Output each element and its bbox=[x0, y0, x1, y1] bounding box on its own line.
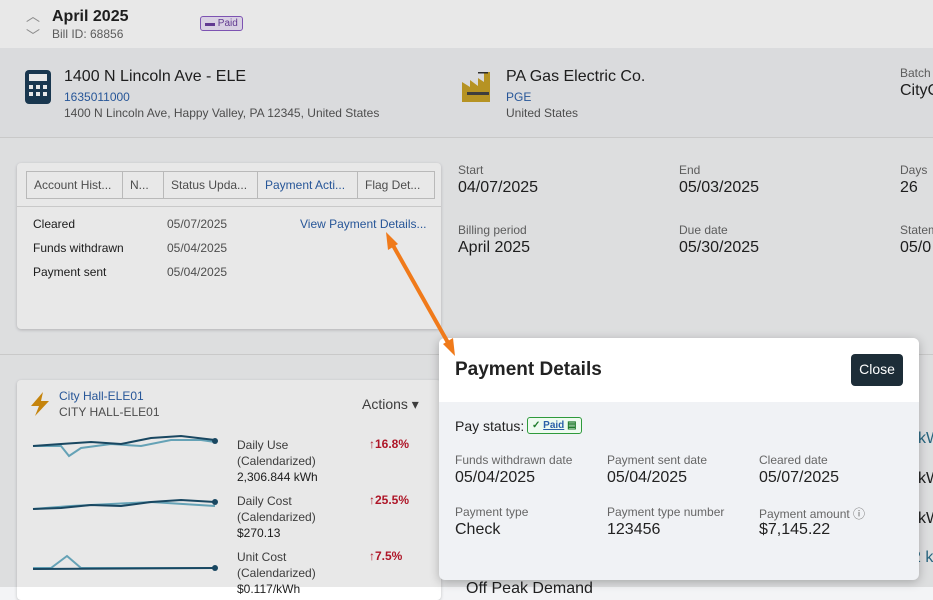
tab[interactable]: Flag Det... bbox=[365, 178, 421, 192]
change-text: 7.5% bbox=[375, 549, 403, 563]
tab[interactable]: Payment Acti... bbox=[258, 172, 358, 198]
field-value: $7,145.22 bbox=[759, 521, 831, 538]
metric-value: 2,306.844 kWh bbox=[237, 470, 318, 484]
close-button[interactable]: Close bbox=[851, 354, 903, 386]
tab-bar: Account Hist... N... Status Upda... Paym… bbox=[26, 171, 435, 199]
sparklines bbox=[32, 434, 218, 571]
factory-icon bbox=[462, 72, 490, 102]
field-value: 05/0 bbox=[900, 239, 932, 256]
account-name: 1400 N Lincoln Ave - ELE bbox=[64, 68, 247, 85]
field-label: Billing period bbox=[458, 223, 527, 237]
metric-change: ↑25.5% bbox=[369, 493, 410, 507]
account-number[interactable]: 1635011000 bbox=[64, 90, 130, 104]
actions-text: Actions bbox=[362, 396, 408, 412]
status-card: Account Hist... N... Status Upda... Paym… bbox=[17, 163, 441, 329]
tab[interactable]: Account Hist... bbox=[27, 172, 123, 198]
nav-arrows[interactable]: ︿ ﹀ bbox=[26, 8, 40, 44]
tab[interactable]: Status Upda... bbox=[164, 172, 258, 198]
status-name: Funds withdrawn bbox=[33, 241, 124, 255]
field-value: 26 bbox=[900, 179, 918, 196]
bill-title: April 2025 bbox=[52, 8, 129, 25]
paid-status: ✓ Paid ▤ bbox=[527, 417, 582, 434]
metric: Daily Cost (Calendarized) $270.13 bbox=[237, 493, 316, 541]
field-value: 05/30/2025 bbox=[679, 239, 760, 256]
field-value: Check bbox=[455, 521, 501, 538]
field-label: End bbox=[679, 163, 701, 177]
change-text: 25.5% bbox=[375, 493, 410, 507]
metric-sub: (Calendarized) bbox=[237, 566, 316, 580]
calculator-icon bbox=[25, 70, 51, 104]
annotation-arrow bbox=[386, 232, 455, 356]
edge-text: kW bbox=[918, 470, 933, 487]
meter-name[interactable]: City Hall-ELE01 bbox=[59, 389, 144, 403]
field-label: Due date bbox=[679, 223, 728, 237]
modal-title: Payment Details bbox=[455, 359, 602, 380]
batch-value: CityC bbox=[900, 82, 933, 99]
edge-text: kW bbox=[918, 510, 933, 527]
status-label: Pay status: bbox=[455, 418, 525, 434]
field-label: Days bbox=[900, 163, 928, 177]
metric-change: ↑16.8% bbox=[369, 437, 410, 451]
label-text: Payment amount bbox=[759, 507, 850, 521]
status-name: Payment sent bbox=[33, 265, 107, 279]
field-value: 05/07/2025 bbox=[759, 469, 840, 486]
field-value: 05/03/2025 bbox=[679, 179, 760, 196]
bill-id: Bill ID: 68856 bbox=[52, 27, 124, 41]
field-label: Payment type number bbox=[607, 505, 725, 519]
meter-code: CITY HALL-ELE01 bbox=[59, 405, 160, 419]
bolt-icon bbox=[31, 392, 49, 416]
field-label: Payment amount ⓘ bbox=[759, 507, 866, 521]
field-value: 05/04/2025 bbox=[455, 469, 536, 486]
field-label: Funds withdrawn date bbox=[455, 453, 573, 467]
modal: Payment Details Close Pay status: ✓ Paid… bbox=[439, 338, 919, 580]
change-text: 16.8% bbox=[375, 437, 410, 451]
modal-header bbox=[439, 338, 919, 402]
field-value: 04/07/2025 bbox=[458, 179, 539, 196]
metric-label: Daily Cost bbox=[237, 494, 292, 508]
field-label: Start bbox=[458, 163, 484, 177]
metric: Daily Use (Calendarized) 2,306.844 kWh bbox=[237, 437, 318, 485]
field-label: Statem bbox=[900, 223, 933, 237]
field-value: April 2025 bbox=[458, 239, 531, 256]
metric-sub: (Calendarized) bbox=[237, 454, 316, 468]
field-label: Cleared date bbox=[759, 453, 828, 467]
account-address: 1400 N Lincoln Ave, Happy Valley, PA 123… bbox=[64, 106, 380, 120]
field-value: 123456 bbox=[607, 521, 661, 538]
tab[interactable]: N... bbox=[123, 172, 164, 198]
metric-label: Daily Use bbox=[237, 438, 289, 452]
divider bbox=[17, 206, 441, 207]
status-name: Cleared bbox=[33, 217, 76, 231]
metric-change: ↑7.5% bbox=[369, 549, 403, 563]
field-label: Payment sent date bbox=[607, 453, 708, 467]
vendor-name: PA Gas Electric Co. bbox=[506, 68, 646, 85]
metric-label: Unit Cost bbox=[237, 550, 287, 564]
batch-label: Batch bbox=[900, 66, 931, 80]
view-payment-link[interactable]: View Payment Details... bbox=[300, 217, 427, 231]
field-label: Payment type bbox=[455, 505, 529, 519]
vendor-code[interactable]: PGE bbox=[506, 90, 532, 104]
actions-menu[interactable]: Actions ▾ bbox=[362, 396, 419, 412]
paid-badge: ▬ Paid bbox=[200, 16, 243, 31]
edge-text: kW bbox=[918, 430, 933, 447]
metric-value: $270.13 bbox=[237, 526, 281, 540]
meter-card: City Hall-ELE01 CITY HALL-ELE01 Actions … bbox=[17, 380, 441, 600]
metric-sub: (Calendarized) bbox=[237, 510, 316, 524]
field-value: 05/04/2025 bbox=[607, 469, 688, 486]
status-date: 05/04/2025 bbox=[167, 265, 228, 279]
vendor-country: United States bbox=[506, 106, 579, 120]
status-date: 05/04/2025 bbox=[167, 241, 228, 255]
header-bar bbox=[0, 0, 933, 48]
paid-text[interactable]: Paid bbox=[543, 420, 565, 431]
badge-text: Paid bbox=[217, 18, 238, 29]
status-date: 05/07/2025 bbox=[167, 217, 228, 231]
